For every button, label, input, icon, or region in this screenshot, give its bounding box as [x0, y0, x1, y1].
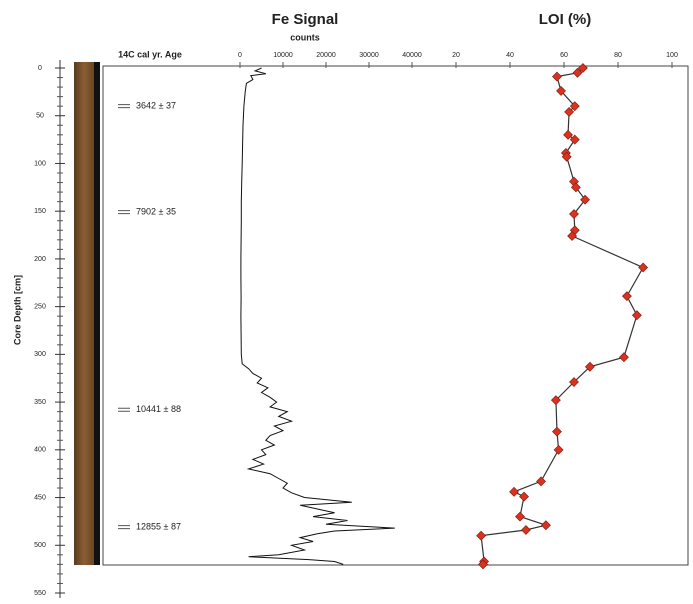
- x-tick-label: 20: [452, 52, 460, 59]
- data-point: [638, 262, 649, 273]
- data-point: [564, 106, 575, 117]
- x-tick-label: 20000: [316, 52, 336, 59]
- x-tick-label: 40: [506, 52, 514, 59]
- data-point: [550, 395, 561, 406]
- y-tick-label: 400: [34, 447, 46, 454]
- age-label: 12855 ± 87: [136, 522, 181, 532]
- x-tick-label: 80: [614, 52, 622, 59]
- age-marker: [118, 407, 130, 412]
- data-point: [577, 63, 588, 73]
- data-point: [509, 486, 519, 497]
- age-marker: [118, 104, 130, 109]
- y-tick-label: 150: [34, 208, 46, 215]
- y-axis-label: Core Depth [cm]: [12, 275, 22, 345]
- data-point: [572, 67, 583, 78]
- x-tick-label: 60: [560, 52, 568, 59]
- data-point: [563, 129, 573, 140]
- age-marker: [118, 525, 130, 530]
- x-tick-label: 10000: [273, 52, 293, 59]
- data-point: [540, 520, 551, 531]
- data-point: [631, 310, 642, 321]
- y-tick-label: 550: [34, 590, 46, 597]
- y-tick-label: 0: [38, 65, 42, 72]
- y-tick-label: 350: [34, 399, 46, 406]
- data-point: [584, 361, 595, 372]
- y-tick-label: 450: [34, 494, 46, 501]
- fe-subtitle: counts: [290, 32, 320, 42]
- loi-title: LOI (%): [539, 11, 592, 28]
- age-label: 7902 ± 35: [136, 207, 176, 217]
- core-image: [74, 62, 94, 565]
- data-point: [476, 530, 487, 541]
- x-tick-label: 40000: [402, 52, 422, 59]
- data-point: [569, 134, 580, 145]
- data-point: [570, 182, 581, 193]
- data-point: [621, 291, 632, 302]
- data-point: [569, 377, 579, 387]
- data-point: [561, 151, 572, 162]
- data-point: [567, 231, 578, 241]
- data-point: [553, 444, 564, 455]
- core-edge: [94, 62, 100, 565]
- fe-title: Fe Signal: [272, 11, 339, 28]
- y-tick-label: 250: [34, 303, 46, 310]
- data-point: [580, 194, 590, 205]
- x-tick-label: 100: [666, 52, 678, 59]
- data-point: [569, 209, 579, 219]
- data-point: [519, 491, 529, 502]
- data-point: [521, 525, 531, 535]
- data-point: [619, 352, 629, 363]
- data-point: [552, 426, 562, 437]
- y-tick-label: 500: [34, 542, 46, 549]
- data-point: [569, 101, 580, 112]
- data-line: [480, 67, 644, 565]
- data-line: [240, 67, 395, 565]
- age-label: 3642 ± 37: [136, 101, 176, 111]
- y-tick-label: 50: [36, 113, 44, 120]
- age-label: 10441 ± 88: [136, 404, 181, 414]
- y-tick-label: 100: [34, 160, 46, 167]
- data-point: [556, 85, 566, 96]
- x-tick-label: 0: [238, 52, 242, 59]
- plot-frame: [102, 65, 689, 566]
- data-point: [515, 511, 525, 522]
- data-point: [536, 476, 546, 487]
- age-header: 14C cal yr. Age: [118, 49, 182, 59]
- x-tick-label: 30000: [359, 52, 379, 59]
- data-point: [478, 559, 488, 570]
- age-marker: [118, 210, 130, 215]
- y-tick-label: 300: [34, 351, 46, 358]
- data-point: [552, 71, 562, 82]
- y-tick-label: 200: [34, 256, 46, 263]
